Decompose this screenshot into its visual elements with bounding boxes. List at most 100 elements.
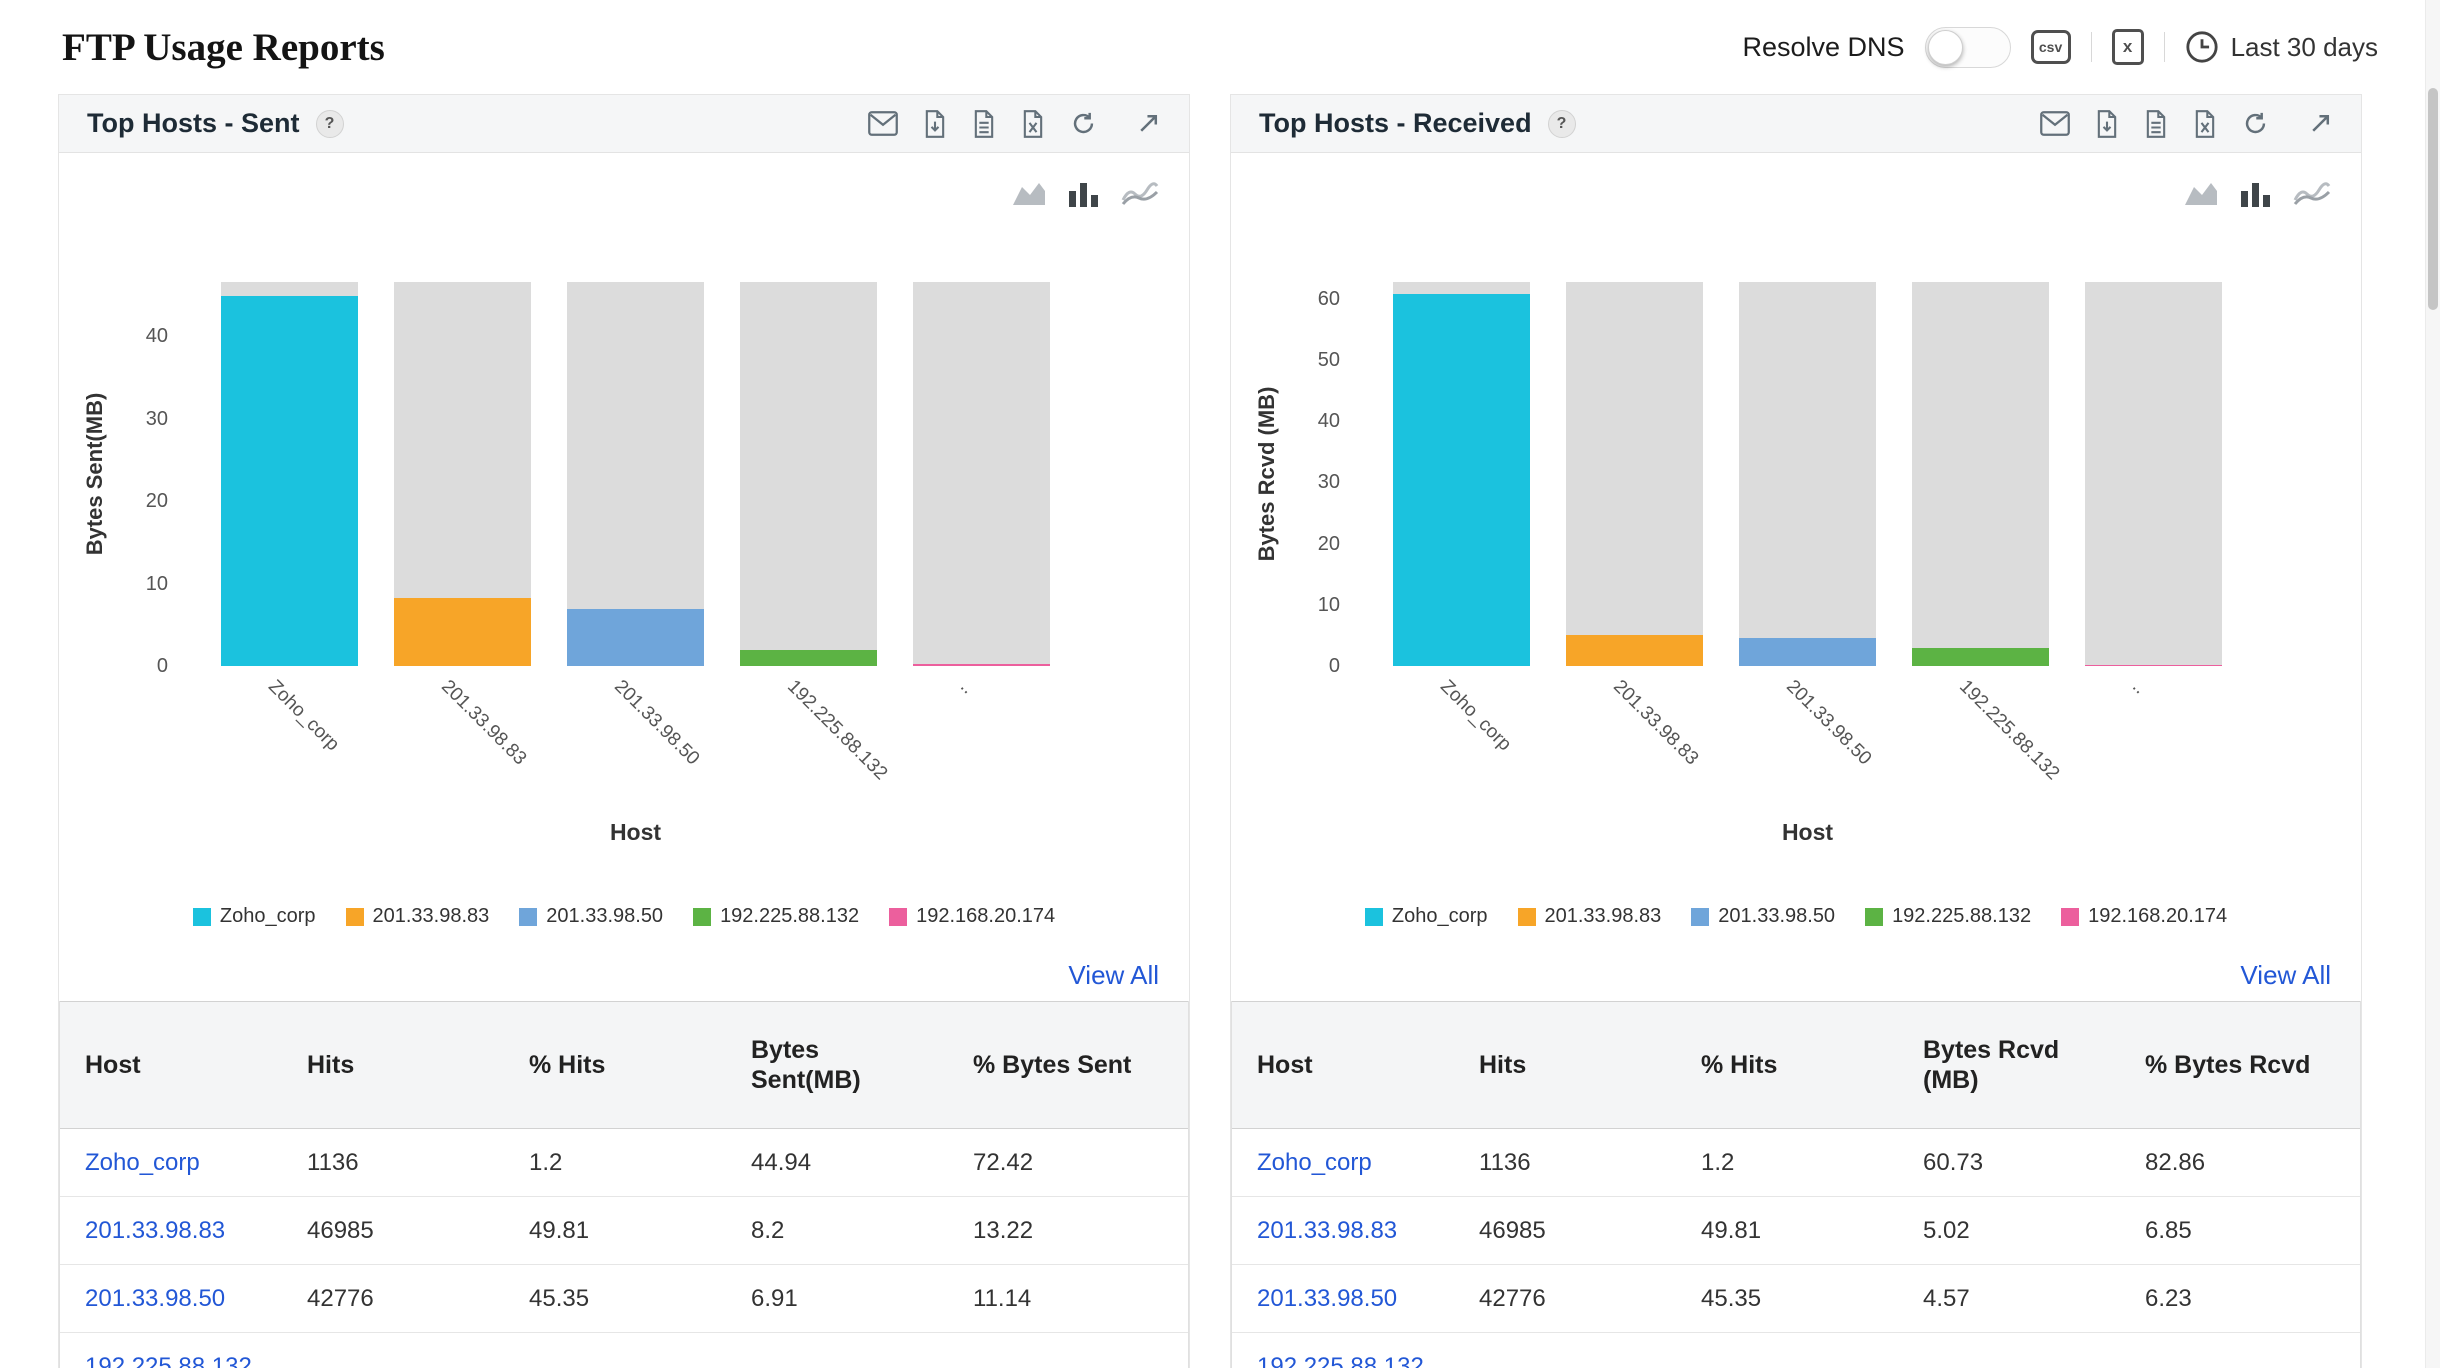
y-tick-label: 20 xyxy=(145,490,168,513)
host-link[interactable]: 201.33.98.83 xyxy=(1257,1216,1398,1244)
pdf-export-icon[interactable] xyxy=(923,109,947,138)
column-header: Host xyxy=(85,1051,141,1079)
time-range-selector[interactable]: Last 30 days xyxy=(2185,30,2378,64)
y-tick-label: 0 xyxy=(1328,655,1340,677)
x-tick-label: 201.33.98.83 xyxy=(437,676,531,770)
legend-item[interactable]: 192.225.88.132 xyxy=(693,905,859,928)
pdf-export-icon[interactable] xyxy=(2095,109,2119,138)
x-tick-label: 201.33.98.50 xyxy=(1782,676,1876,770)
header-actions: Resolve DNS csv x Last 30 days xyxy=(1742,26,2378,68)
legend-item[interactable]: 201.33.98.50 xyxy=(1691,905,1835,928)
legend-item[interactable]: 192.168.20.174 xyxy=(889,905,1055,928)
csv-export-icon[interactable] xyxy=(2144,109,2168,138)
cell-value: 11.14 xyxy=(973,1284,1032,1312)
expand-icon[interactable] xyxy=(1136,111,1161,136)
refresh-icon[interactable] xyxy=(1070,110,1097,137)
y-tick-label: 10 xyxy=(1317,593,1340,616)
bar-chart-icon[interactable] xyxy=(1067,179,1101,207)
expand-icon[interactable] xyxy=(2308,111,2333,136)
legend-swatch xyxy=(1517,907,1536,926)
bar-track xyxy=(913,282,1050,666)
column-header: Bytes Sent(MB) xyxy=(751,1036,861,1094)
view-all-link[interactable]: View All xyxy=(2240,959,2331,990)
bar-Zoho_corp[interactable] xyxy=(221,295,358,666)
bar-192.168.20.174[interactable] xyxy=(913,664,1050,666)
bar-track xyxy=(1912,282,2049,666)
chart-legend: Zoho_corp 201.33.98.83 201.33.98.50 192.225… xyxy=(59,905,1189,928)
cell-value: 45.35 xyxy=(529,1284,590,1312)
y-tick-label: 30 xyxy=(145,407,168,430)
host-link[interactable]: 192.225.88.132 xyxy=(85,1352,252,1368)
email-icon[interactable] xyxy=(2040,111,2070,136)
host-link[interactable]: 201.33.98.83 xyxy=(85,1216,226,1244)
bar-track xyxy=(1739,282,1876,666)
bar-201.33.98.50[interactable] xyxy=(567,609,704,666)
x-axis-labels: Zoho_corp 201.33.98.83 201.33.98.50 192.225… xyxy=(1393,670,2222,820)
cell-value: 1136 xyxy=(1479,1148,1531,1176)
panel-title: Top Hosts - Sent xyxy=(87,108,300,138)
column-header: Hits xyxy=(307,1051,355,1079)
legend-item[interactable]: Zoho_corp xyxy=(192,905,316,928)
csv-export-icon[interactable] xyxy=(972,109,996,138)
column-header: % Bytes Rcvd xyxy=(2145,1051,2311,1079)
bar-192.225.88.132[interactable] xyxy=(740,649,877,666)
bar-192.168.20.174[interactable] xyxy=(2085,664,2222,666)
time-range-label: Last 30 days xyxy=(2230,31,2378,62)
excel-export-icon[interactable] xyxy=(2193,109,2217,138)
export-excel-icon[interactable]: x xyxy=(2111,29,2144,65)
y-tick-label: 0 xyxy=(156,655,168,677)
view-all-link[interactable]: View All xyxy=(1068,959,1159,990)
host-link[interactable]: 201.33.98.50 xyxy=(85,1284,226,1312)
export-csv-icon[interactable]: csv xyxy=(2030,30,2071,64)
scrollbar-thumb[interactable] xyxy=(2428,88,2438,310)
resolve-dns-label: Resolve DNS xyxy=(1742,31,1905,62)
help-icon[interactable]: ? xyxy=(315,109,344,138)
cell-value: 42776 xyxy=(307,1284,374,1312)
cell-value: 60.73 xyxy=(1923,1148,1984,1176)
area-chart-icon[interactable] xyxy=(2183,179,2219,207)
y-tick-label: 60 xyxy=(1317,287,1340,310)
email-icon[interactable] xyxy=(868,111,898,136)
top-hosts-received-table: Host Hits % Hits Bytes Rcvd (MB) % Bytes Rcv… xyxy=(1231,1001,2361,1368)
excel-export-icon[interactable] xyxy=(1021,109,1045,138)
line-chart-icon[interactable] xyxy=(2293,180,2331,206)
host-link[interactable]: 201.33.98.50 xyxy=(1257,1284,1398,1312)
bar-201.33.98.50[interactable] xyxy=(1739,638,1876,666)
legend-swatch xyxy=(1364,907,1383,926)
help-icon[interactable]: ? xyxy=(1547,109,1576,138)
bar-201.33.98.83[interactable] xyxy=(1566,635,1703,666)
legend-item[interactable]: 192.168.20.174 xyxy=(2061,905,2227,928)
resolve-dns-toggle[interactable] xyxy=(1924,26,2011,68)
bar-201.33.98.83[interactable] xyxy=(394,598,531,666)
refresh-icon[interactable] xyxy=(2242,110,2269,137)
legend-item[interactable]: 192.225.88.132 xyxy=(1865,905,2031,928)
host-link[interactable]: Zoho_corp xyxy=(1257,1148,1372,1176)
legend-item[interactable]: 201.33.98.50 xyxy=(519,905,663,928)
csv-icon-label: csv xyxy=(2038,39,2063,55)
vertical-scrollbar[interactable] xyxy=(2425,0,2440,1368)
x-tick-label: 192.225.88.132 xyxy=(1955,676,2064,785)
cell-value: 44.94 xyxy=(751,1148,812,1176)
cell-value: 49.81 xyxy=(529,1216,590,1244)
host-link[interactable]: Zoho_corp xyxy=(85,1148,200,1176)
line-chart-icon[interactable] xyxy=(1121,180,1159,206)
bar-192.225.88.132[interactable] xyxy=(1912,647,2049,666)
column-header: % Bytes Sent xyxy=(973,1051,1132,1079)
top-header: FTP Usage Reports Resolve DNS csv x Last… xyxy=(0,0,2440,94)
legend-item[interactable]: Zoho_corp xyxy=(1364,905,1488,928)
area-chart-icon[interactable] xyxy=(1011,179,1047,207)
cell-value: 6.23 xyxy=(2145,1284,2192,1312)
x-axis-labels: Zoho_corp 201.33.98.83 201.33.98.50 192.225… xyxy=(221,670,1050,820)
table-row: 201.33.98.50 42776 45.35 6.91 11.14 xyxy=(60,1265,1188,1333)
chart-type-switcher xyxy=(1011,179,1159,207)
bar-chart-icon[interactable] xyxy=(2239,179,2273,207)
bar-chart-sent: Bytes Sent(MB) 0 10 20 30 40 Zoho_corp 201.33… xyxy=(59,153,1189,949)
table-row: 201.33.98.83 46985 49.81 5.02 6.85 xyxy=(1232,1197,2360,1265)
host-link[interactable]: 192.225.88.132 xyxy=(1257,1352,1424,1368)
panel-title: Top Hosts - Received xyxy=(1259,108,1532,138)
bar-Zoho_corp[interactable] xyxy=(1393,294,1530,666)
legend-item[interactable]: 201.33.98.83 xyxy=(345,905,489,928)
legend-item[interactable]: 201.33.98.83 xyxy=(1517,905,1661,928)
y-tick-label: 30 xyxy=(1317,471,1340,494)
